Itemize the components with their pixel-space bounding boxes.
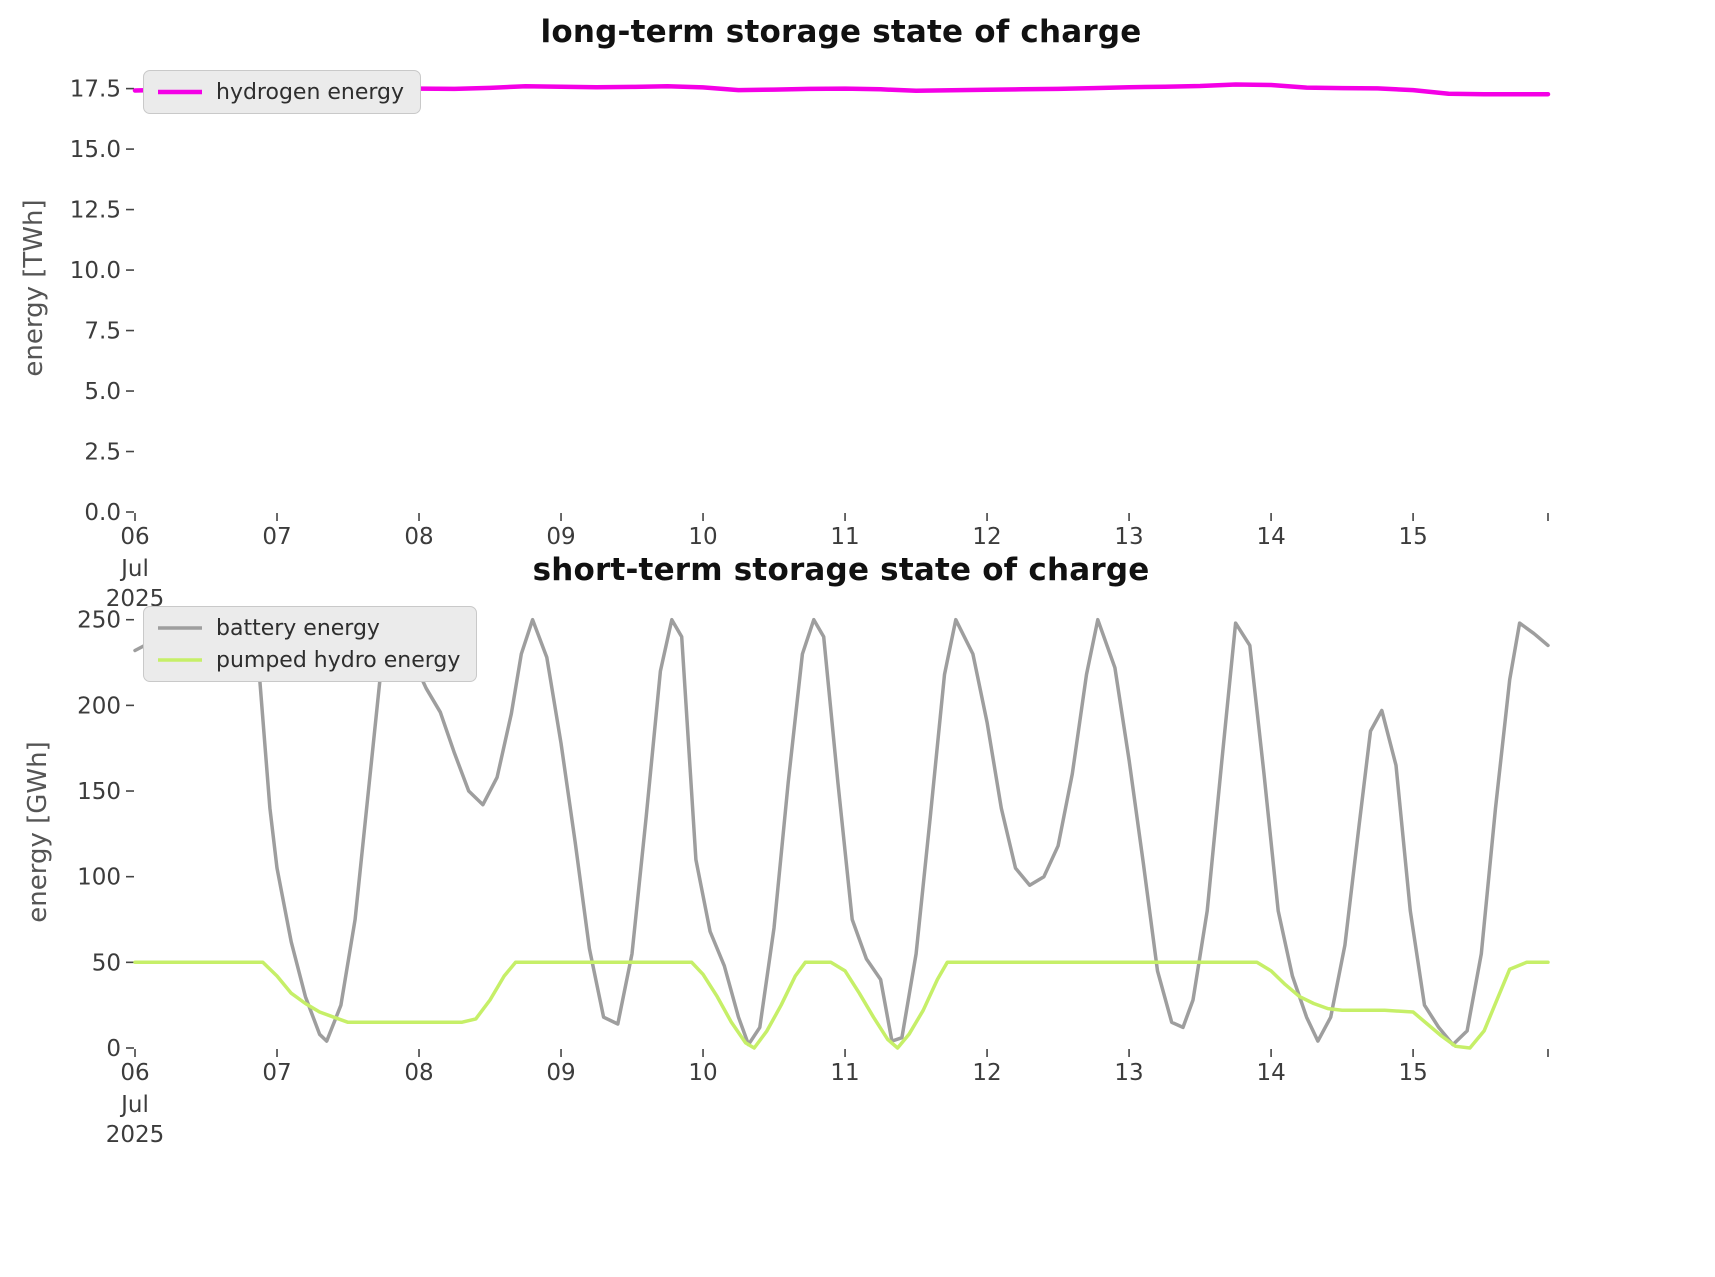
y-tick-label: 0.0 [84, 500, 121, 526]
x-tick-label: 09 [546, 1060, 575, 1086]
x-tick-label: 09 [546, 524, 575, 550]
legend-long-term: hydrogen energy [143, 70, 422, 114]
x-tick-label: 14 [1256, 1060, 1285, 1086]
y-tick-label: 5.0 [84, 379, 121, 405]
x-tick-label: 07 [262, 1060, 291, 1086]
y-tick-label: 100 [77, 865, 121, 891]
x-tick-label: 08 [404, 524, 433, 550]
y-tick-label: 15.0 [70, 137, 121, 163]
y-tick-label: 200 [77, 693, 121, 719]
y-tick-label: 10.0 [70, 258, 121, 284]
legend-short-term: battery energy pumped hydro energy [143, 606, 478, 682]
y-tick-label: 50 [92, 950, 121, 976]
x-tick-label: 12 [972, 1060, 1001, 1086]
x-tick-label: 06 [120, 1060, 149, 1086]
hydrogen-energy-line-sample [158, 89, 202, 95]
x-tick-label: 06 [120, 524, 149, 550]
chart-title-long-term: long-term storage state of charge [540, 14, 1142, 50]
x-tick-label: 13 [1114, 524, 1143, 550]
legend-label-pumped-hydro-energy: pumped hydro energy [216, 647, 461, 673]
y-axis-label-gwh: energy [GWh] [23, 741, 53, 923]
x-tick-label: 13 [1114, 1060, 1143, 1086]
x-tick-label: 15 [1398, 1060, 1427, 1086]
x-tick-label: 11 [830, 1060, 859, 1086]
x-tick-label: 08 [404, 1060, 433, 1086]
y-tick-label: 12.5 [70, 198, 121, 224]
x-tick-label: 10 [688, 524, 717, 550]
pumped-hydro-energy-line [133, 960, 1550, 1050]
y-axis-label-twh: energy [TWh] [19, 199, 49, 377]
battery-energy-line [133, 617, 1550, 1047]
battery-energy-line-sample [158, 626, 202, 630]
chart-title-short-term: short-term storage state of charge [532, 552, 1150, 588]
x-tick-label: 14 [1256, 524, 1285, 550]
legend-item-battery-energy: battery energy [156, 614, 460, 642]
x-tick-label: 15 [1398, 524, 1427, 550]
y-tick-label: 2.5 [84, 440, 121, 466]
y-tick-label: 7.5 [84, 319, 121, 345]
y-tick-label: 17.5 [70, 77, 121, 103]
x-tick-label: 11 [830, 524, 859, 550]
pumped-hydro-energy-line-sample [158, 658, 202, 662]
legend-item-hydrogen-energy: hydrogen energy [156, 78, 404, 106]
x-tick-label: 10 [688, 1060, 717, 1086]
legend-item-pumped-hydro-energy: pumped hydro energy [156, 646, 460, 674]
legend-label-battery-energy: battery energy [216, 615, 380, 641]
x-tick-label: 07 [262, 524, 291, 550]
y-tick-label: 0 [106, 1036, 121, 1062]
y-tick-label: 150 [77, 779, 121, 805]
legend-label-hydrogen-energy: hydrogen energy [216, 79, 405, 105]
y-tick-label: 250 [77, 608, 121, 634]
x-tick-sublabel: Jul [119, 1092, 149, 1118]
x-tick-sublabel: Jul [119, 556, 149, 582]
x-tick-sublabel: 2025 [106, 1122, 165, 1148]
x-tick-label: 12 [972, 524, 1001, 550]
